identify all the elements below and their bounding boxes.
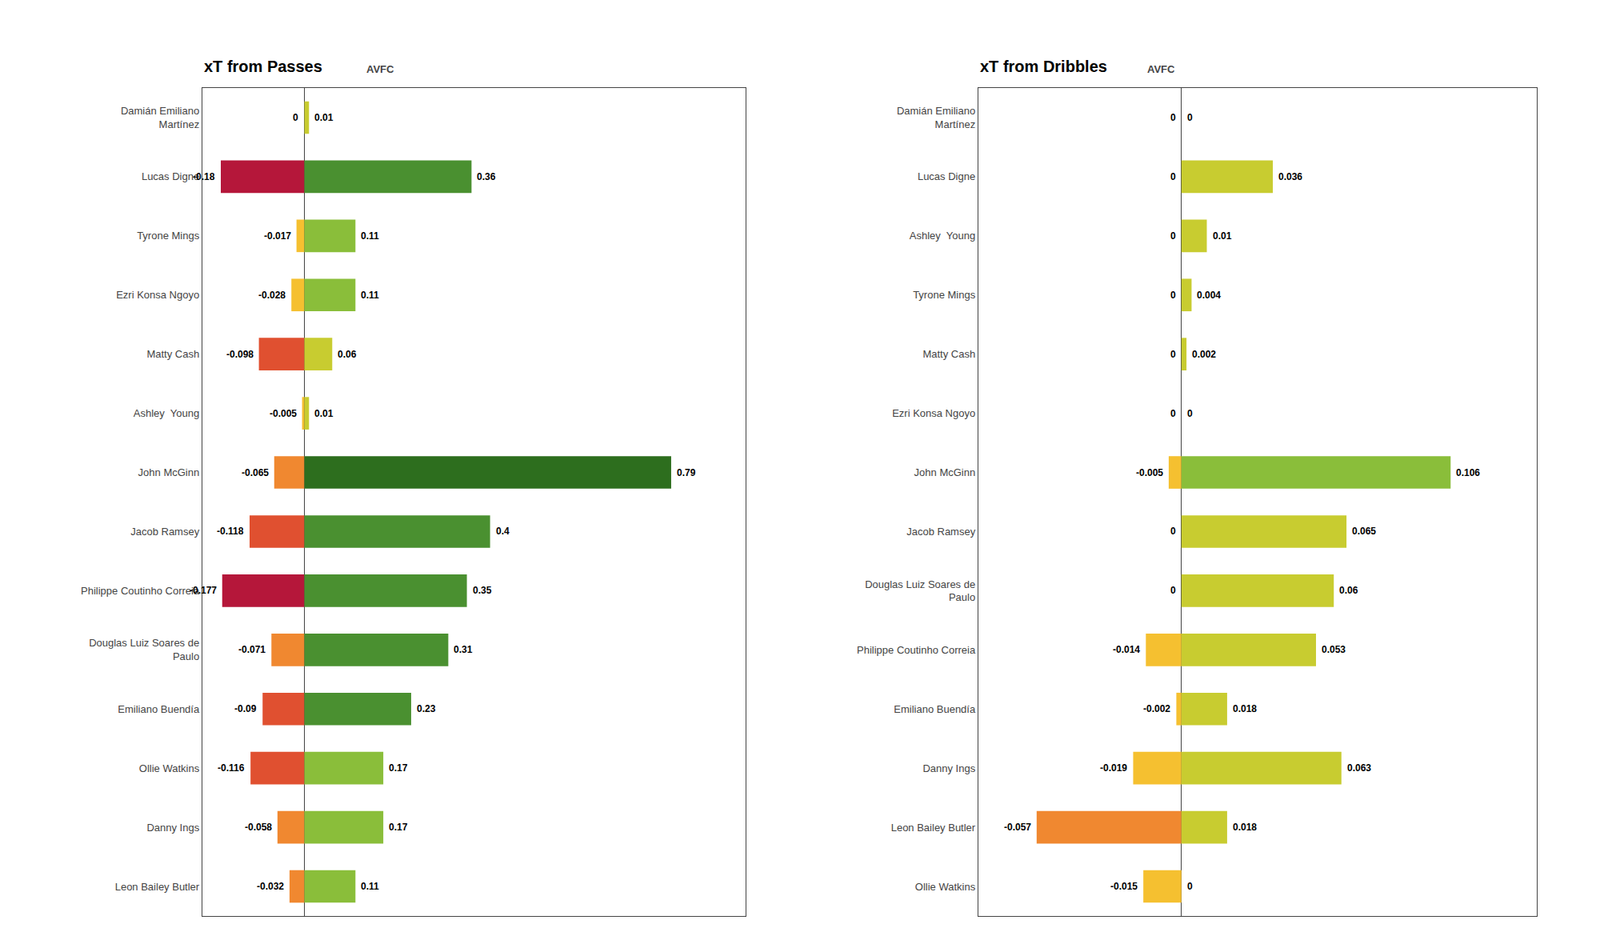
svg-text:-0.002: -0.002: [1143, 703, 1171, 715]
svg-text:Ezri Konsa Ngoyo: Ezri Konsa Ngoyo: [892, 407, 976, 420]
svg-text:0: 0: [1187, 408, 1193, 420]
svg-text:0.79: 0.79: [676, 467, 696, 479]
svg-text:Douglas Luiz Soares dePaulo: Douglas Luiz Soares dePaulo: [864, 577, 976, 604]
svg-text:0.23: 0.23: [416, 703, 436, 715]
svg-text:Philippe Coutinho Correia: Philippe Coutinho Correia: [856, 644, 976, 656]
svg-text:0.063: 0.063: [1347, 762, 1372, 774]
svg-text:Danny Ings: Danny Ings: [922, 762, 976, 775]
svg-text:0.17: 0.17: [388, 762, 408, 774]
svg-text:Leon Bailey Butler: Leon Bailey Butler: [115, 880, 200, 893]
svg-text:0: 0: [1170, 584, 1176, 596]
svg-text:0.002: 0.002: [1192, 348, 1216, 360]
svg-text:Ollie Watkins: Ollie Watkins: [139, 762, 200, 775]
svg-text:Jacob Ramsey: Jacob Ramsey: [906, 525, 976, 538]
svg-text:-0.065: -0.065: [241, 467, 269, 479]
svg-text:Philippe Coutinho Correia: Philippe Coutinho Correia: [80, 584, 200, 597]
svg-text:0.4: 0.4: [496, 525, 510, 537]
svg-text:0.018: 0.018: [1232, 821, 1257, 833]
svg-text:0.036: 0.036: [1278, 171, 1303, 183]
svg-text:-0.116: -0.116: [217, 762, 245, 774]
svg-text:0.01: 0.01: [314, 408, 334, 420]
svg-text:Jacob Ramsey: Jacob Ramsey: [130, 525, 200, 538]
svg-text:-0.028: -0.028: [258, 289, 286, 301]
svg-text:-0.09: -0.09: [234, 703, 257, 715]
svg-text:Lucas Digne: Lucas Digne: [917, 170, 976, 183]
svg-text:0.004: 0.004: [1196, 289, 1221, 301]
svg-text:Ashley Young: Ashley Young: [133, 407, 200, 420]
svg-text:0: 0: [1170, 112, 1176, 124]
svg-text:0.106: 0.106: [1456, 467, 1480, 479]
svg-text:Emiliano Buendía: Emiliano Buendía: [893, 703, 976, 716]
svg-text:0.17: 0.17: [388, 821, 408, 833]
svg-text:-0.032: -0.032: [256, 880, 284, 892]
svg-text:xT from Dribbles: xT from Dribbles: [980, 57, 1108, 76]
svg-text:0.01: 0.01: [1212, 230, 1232, 242]
svg-text:-0.005: -0.005: [269, 408, 297, 420]
svg-text:0: 0: [1170, 171, 1176, 183]
svg-text:0.11: 0.11: [360, 230, 380, 242]
svg-text:0.11: 0.11: [360, 880, 380, 892]
svg-text:0: 0: [292, 112, 299, 124]
svg-text:0.11: 0.11: [360, 289, 380, 301]
svg-text:John McGinn: John McGinn: [914, 466, 976, 479]
svg-text:Emiliano Buendía: Emiliano Buendía: [117, 703, 200, 716]
svg-text:Matty Cash: Matty Cash: [146, 348, 200, 360]
svg-text:Matty Cash: Matty Cash: [922, 348, 976, 360]
svg-text:xT from Passes: xT from Passes: [204, 57, 323, 76]
svg-text:-0.118: -0.118: [216, 525, 244, 537]
svg-text:Danny Ings: Danny Ings: [146, 821, 200, 834]
svg-text:-0.005: -0.005: [1136, 467, 1164, 479]
svg-text:-0.071: -0.071: [238, 644, 266, 656]
svg-text:-0.057: -0.057: [1004, 821, 1032, 833]
svg-text:-0.177: -0.177: [189, 584, 217, 596]
svg-text:Ezri Konsa Ngoyo: Ezri Konsa Ngoyo: [116, 288, 200, 301]
svg-text:AVFC: AVFC: [1147, 63, 1176, 76]
svg-text:0: 0: [1170, 289, 1176, 301]
svg-text:0.065: 0.065: [1352, 525, 1376, 537]
svg-text:-0.18: -0.18: [192, 171, 216, 183]
svg-text:-0.098: -0.098: [226, 348, 254, 360]
svg-text:Ollie Watkins: Ollie Watkins: [915, 880, 976, 893]
svg-text:Leon Bailey Butler: Leon Bailey Butler: [891, 821, 976, 834]
svg-text:-0.017: -0.017: [264, 230, 292, 242]
svg-text:0.36: 0.36: [476, 171, 496, 183]
svg-text:0: 0: [1170, 525, 1176, 537]
svg-text:Damián EmilianoMartínez: Damián EmilianoMartínez: [896, 104, 976, 131]
svg-text:0.053: 0.053: [1321, 644, 1346, 656]
svg-text:0.06: 0.06: [337, 348, 357, 360]
svg-text:Douglas Luiz Soares dePaulo: Douglas Luiz Soares dePaulo: [88, 636, 200, 663]
svg-text:-0.015: -0.015: [1110, 880, 1138, 892]
svg-text:0.35: 0.35: [472, 584, 492, 596]
svg-text:0.018: 0.018: [1232, 703, 1257, 715]
svg-text:0.01: 0.01: [314, 112, 334, 124]
svg-text:Ashley Young: Ashley Young: [909, 229, 976, 242]
svg-text:0: 0: [1170, 348, 1176, 360]
svg-text:Tyrone Mings: Tyrone Mings: [912, 288, 976, 301]
svg-text:-0.019: -0.019: [1100, 762, 1128, 774]
svg-text:-0.058: -0.058: [244, 821, 272, 833]
svg-text:0.06: 0.06: [1339, 584, 1359, 596]
svg-text:0: 0: [1170, 230, 1176, 242]
svg-text:Damián EmilianoMartínez: Damián EmilianoMartínez: [120, 104, 200, 131]
svg-text:-0.014: -0.014: [1112, 644, 1140, 656]
svg-text:0: 0: [1170, 408, 1176, 420]
svg-text:0: 0: [1187, 112, 1193, 124]
svg-text:Lucas Digne: Lucas Digne: [141, 170, 200, 183]
svg-text:AVFC: AVFC: [366, 63, 395, 76]
svg-text:John McGinn: John McGinn: [138, 466, 200, 479]
svg-text:0.31: 0.31: [453, 644, 473, 656]
svg-text:0: 0: [1187, 880, 1193, 892]
svg-text:Tyrone Mings: Tyrone Mings: [136, 229, 200, 242]
